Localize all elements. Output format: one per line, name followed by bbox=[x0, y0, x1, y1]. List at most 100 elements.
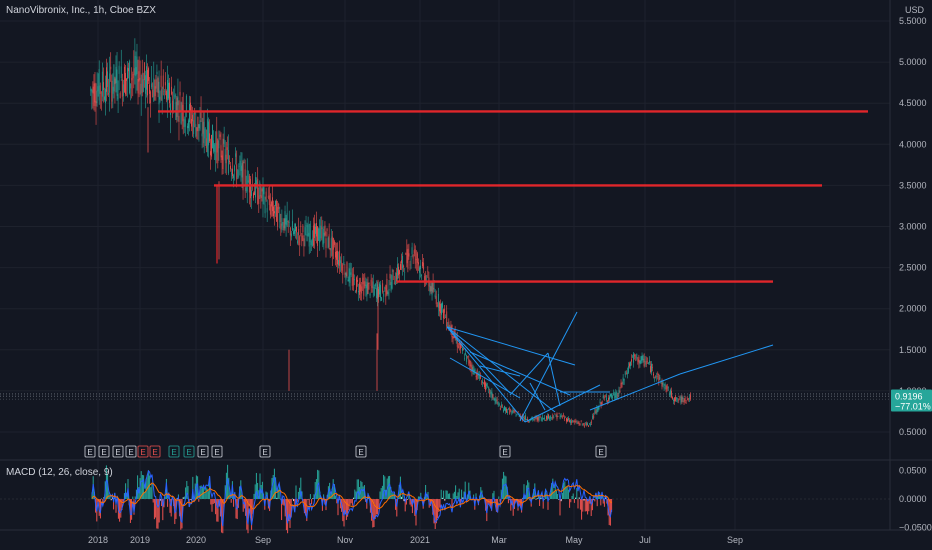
macd-histogram-bar bbox=[107, 474, 109, 499]
macd-histogram-bar bbox=[351, 499, 353, 506]
candle bbox=[326, 227, 328, 237]
candle-body bbox=[133, 68, 135, 75]
macd-histogram-bar bbox=[242, 499, 244, 512]
candle bbox=[114, 76, 116, 104]
candle-body bbox=[371, 286, 373, 288]
candle bbox=[556, 412, 558, 421]
candle-body bbox=[592, 415, 594, 420]
macd-histogram-bar bbox=[577, 499, 579, 509]
candle bbox=[240, 152, 242, 182]
candle-body bbox=[262, 186, 264, 205]
candle-body bbox=[632, 356, 633, 358]
candle-body bbox=[316, 223, 317, 237]
candle-body bbox=[104, 96, 105, 100]
macd-histogram-bar bbox=[557, 493, 559, 499]
candle bbox=[182, 92, 184, 135]
macd-histogram-bar bbox=[595, 493, 597, 499]
candle bbox=[516, 414, 518, 416]
candle bbox=[529, 419, 531, 423]
candle bbox=[90, 86, 92, 96]
macd-histogram-bar bbox=[252, 499, 254, 515]
macd-histogram-bar bbox=[143, 475, 145, 499]
macd-histogram-bar bbox=[536, 498, 538, 499]
trend-line bbox=[519, 311, 578, 422]
candle bbox=[110, 52, 112, 82]
candle bbox=[651, 361, 652, 376]
candle-body bbox=[627, 366, 629, 373]
candle bbox=[616, 390, 618, 400]
candle-body bbox=[153, 78, 155, 102]
macd-histogram-bar bbox=[475, 493, 477, 499]
candle bbox=[444, 304, 446, 320]
candle-body bbox=[100, 92, 102, 94]
candle bbox=[652, 363, 653, 372]
candle bbox=[222, 133, 224, 175]
candle-body bbox=[410, 258, 412, 260]
candle bbox=[542, 417, 544, 420]
macd-histogram-bar bbox=[387, 476, 389, 499]
candle-body bbox=[450, 326, 452, 333]
candle bbox=[366, 278, 368, 302]
candle bbox=[108, 78, 110, 97]
candle-body bbox=[687, 398, 689, 401]
candle bbox=[196, 127, 198, 140]
currency-label: USD bbox=[905, 5, 925, 15]
candle-body bbox=[579, 423, 581, 425]
candle bbox=[341, 253, 343, 274]
candle bbox=[407, 244, 409, 273]
candle bbox=[573, 420, 575, 423]
candle-body bbox=[443, 309, 444, 319]
candle-body bbox=[273, 206, 274, 217]
earnings-marker-label: E bbox=[171, 448, 176, 457]
candle-body bbox=[421, 275, 422, 276]
earnings-marker-label: E bbox=[101, 448, 106, 457]
candle-body bbox=[548, 414, 549, 419]
candle-body bbox=[303, 238, 305, 247]
macd-histogram-bar bbox=[273, 468, 275, 499]
macd-histogram-bar bbox=[343, 499, 345, 527]
candle-body bbox=[533, 418, 535, 420]
candle bbox=[309, 220, 311, 253]
candle-body bbox=[568, 417, 569, 421]
macd-histogram-bar bbox=[146, 474, 148, 499]
candle bbox=[562, 412, 564, 418]
candle bbox=[577, 420, 579, 425]
candle bbox=[328, 223, 330, 250]
candle bbox=[198, 123, 200, 142]
candle-body bbox=[535, 417, 537, 418]
candle-body bbox=[126, 78, 127, 81]
candle bbox=[381, 296, 383, 301]
candle bbox=[100, 91, 102, 111]
candle-body bbox=[362, 277, 364, 285]
candle bbox=[226, 136, 228, 160]
candle bbox=[204, 127, 206, 146]
candle-body bbox=[515, 415, 517, 417]
candle bbox=[591, 419, 593, 425]
candle bbox=[436, 302, 438, 308]
candle-body bbox=[112, 86, 114, 94]
candle-body bbox=[639, 360, 641, 365]
candle bbox=[496, 396, 498, 405]
candle-body bbox=[404, 272, 406, 274]
candle bbox=[609, 395, 610, 403]
x-tick-label: 2021 bbox=[410, 535, 430, 545]
macd-histogram-bar bbox=[159, 499, 161, 501]
macd-histogram-bar bbox=[434, 499, 436, 529]
macd-histogram-bar bbox=[403, 499, 405, 502]
candle bbox=[415, 250, 417, 271]
candle-body bbox=[458, 343, 460, 345]
candle-body bbox=[547, 416, 548, 420]
candle bbox=[307, 216, 309, 237]
candle-body bbox=[336, 251, 337, 260]
candle-body bbox=[228, 161, 230, 163]
macd-histogram-bar bbox=[443, 490, 445, 499]
candle bbox=[253, 191, 254, 201]
candle bbox=[434, 289, 436, 299]
candle-body bbox=[689, 394, 691, 400]
candle-body bbox=[650, 366, 651, 373]
candle bbox=[350, 262, 352, 278]
candle-body bbox=[180, 112, 182, 124]
macd-histogram-bar bbox=[353, 497, 355, 499]
candle-body bbox=[674, 397, 675, 402]
